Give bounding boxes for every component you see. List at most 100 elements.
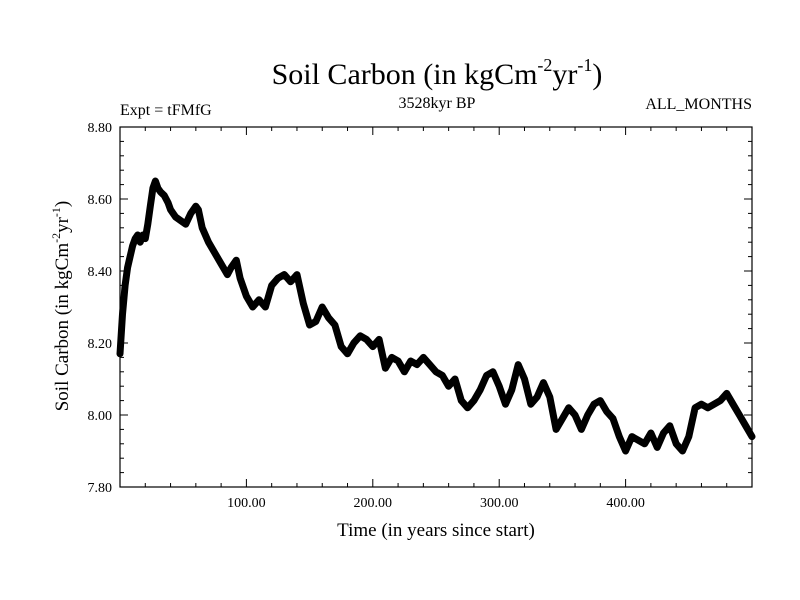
data-point <box>421 355 426 360</box>
months-label: ALL_MONTHS <box>645 96 752 113</box>
data-point <box>145 222 150 227</box>
y-tick-label: 7.80 <box>88 481 113 496</box>
data-point <box>611 416 615 421</box>
data-point <box>130 243 135 248</box>
data-point <box>288 279 293 284</box>
data-point <box>301 301 306 306</box>
data-point <box>522 377 527 381</box>
data-point <box>250 305 255 309</box>
data-point <box>282 272 287 277</box>
y-tick-label: 8.20 <box>88 337 113 352</box>
data-point <box>598 398 603 403</box>
data-point <box>276 276 280 281</box>
data-point <box>503 402 508 407</box>
data-point <box>497 384 502 389</box>
data-point <box>377 337 382 342</box>
soil-carbon-series-line <box>116 177 756 455</box>
series-layer <box>116 177 756 455</box>
data-point <box>326 315 331 320</box>
data-point <box>680 449 685 453</box>
data-point <box>396 359 401 363</box>
minor-ticks <box>120 127 752 487</box>
data-point <box>604 409 609 414</box>
data-point <box>196 207 201 212</box>
data-point <box>402 369 407 374</box>
x-tick-label: 300.00 <box>480 496 519 511</box>
data-point <box>320 305 325 309</box>
data-point <box>143 236 148 241</box>
data-point <box>408 359 413 363</box>
x-tick-label: 100.00 <box>227 496 266 511</box>
data-point <box>138 240 143 245</box>
y-tick-label: 8.60 <box>88 193 113 208</box>
data-point <box>427 362 432 367</box>
data-point <box>123 283 128 288</box>
data-point <box>674 441 679 446</box>
data-point <box>579 427 584 432</box>
data-point <box>440 373 445 378</box>
data-point <box>453 377 457 381</box>
data-point <box>364 337 369 342</box>
data-point <box>168 207 173 212</box>
data-point <box>269 283 274 288</box>
major-ticks <box>120 126 752 488</box>
data-point <box>332 323 337 327</box>
data-point <box>389 355 394 360</box>
data-point <box>158 189 163 194</box>
data-point <box>535 395 540 399</box>
plot-frame <box>119 126 753 488</box>
data-point <box>566 405 571 410</box>
y-tick-label: 8.80 <box>88 121 113 136</box>
data-point <box>370 344 375 349</box>
data-point <box>162 193 167 198</box>
data-point <box>661 431 666 435</box>
data-point <box>225 272 230 277</box>
data-point <box>434 369 438 374</box>
y-tick-label: 8.00 <box>88 409 113 424</box>
data-point <box>183 222 188 227</box>
data-point <box>295 272 299 277</box>
data-point <box>585 413 590 417</box>
data-point <box>212 251 217 255</box>
data-point <box>238 276 243 281</box>
data-point <box>648 431 653 435</box>
chart-title: Soil Carbon (in kgCm-2yr-1) <box>272 55 603 91</box>
data-point <box>140 233 145 237</box>
data-point <box>737 413 742 417</box>
data-point <box>718 398 723 403</box>
data-point <box>484 373 489 378</box>
data-point <box>705 405 710 410</box>
data-point <box>135 233 140 237</box>
data-point <box>150 186 155 191</box>
data-point <box>623 449 628 453</box>
data-point <box>541 380 546 385</box>
data-point <box>339 344 344 349</box>
data-point <box>573 413 577 417</box>
data-point <box>200 225 205 230</box>
data-point <box>125 265 130 270</box>
data-point <box>383 366 388 371</box>
experiment-label: Expt = tFMfG <box>120 102 212 119</box>
data-point <box>547 395 552 399</box>
data-point <box>617 434 622 439</box>
data-point <box>155 186 160 191</box>
data-point <box>699 402 704 407</box>
data-point <box>193 204 198 209</box>
data-point <box>313 319 318 324</box>
data-point <box>446 384 451 389</box>
data-point <box>693 405 698 410</box>
data-point <box>750 434 754 439</box>
data-point <box>148 204 153 209</box>
data-point <box>257 297 261 302</box>
data-point <box>471 398 476 403</box>
y-tick-label: 8.40 <box>88 265 113 280</box>
data-point <box>655 445 660 450</box>
data-point <box>554 427 559 432</box>
data-point <box>173 215 178 219</box>
data-point <box>560 416 565 421</box>
data-point <box>686 434 691 439</box>
data-point <box>642 441 647 446</box>
data-point <box>465 405 470 410</box>
data-point <box>206 240 211 245</box>
